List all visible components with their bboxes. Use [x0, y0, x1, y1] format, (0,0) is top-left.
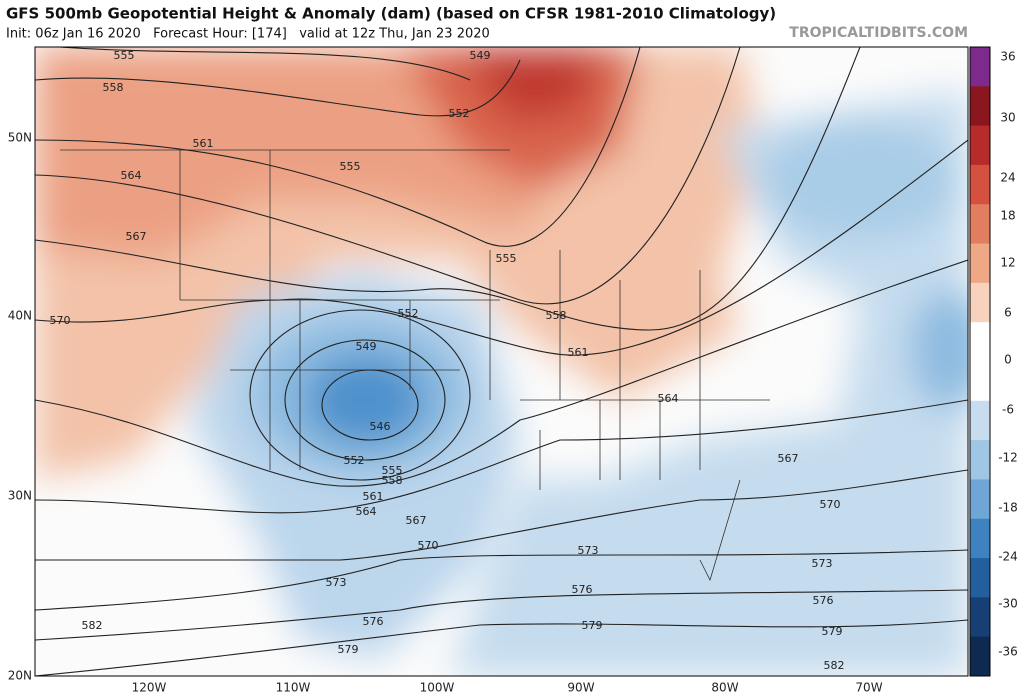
- contour-label: 564: [356, 505, 377, 518]
- contour-label: 555: [496, 252, 517, 265]
- longitude-label: 100W: [420, 681, 455, 695]
- contour-label: 561: [568, 346, 589, 359]
- colorbar-band: [970, 282, 990, 323]
- colorbar-label: -24: [998, 550, 1018, 564]
- longitude-label: 70W: [855, 681, 882, 695]
- colorbar-band: [970, 164, 990, 205]
- contour-label: 558: [382, 474, 403, 487]
- contour-label: 567: [126, 230, 147, 243]
- colorbar-label: 36: [1000, 50, 1015, 64]
- colorbar: 36 30 24 18 12 6 0 -6 -12 -18 -24 -30 -36: [969, 46, 1018, 677]
- colorbar-band: [970, 86, 990, 127]
- colorbar-label: -36: [998, 645, 1018, 659]
- colorbar-label: -6: [1002, 403, 1014, 417]
- contour-label: 561: [363, 490, 384, 503]
- colorbar-label: 0: [1004, 353, 1012, 367]
- colorbar-label: -30: [998, 597, 1018, 611]
- contour-label: 570: [820, 498, 841, 511]
- contour-label: 570: [50, 314, 71, 327]
- contour-label: 549: [356, 340, 377, 353]
- contour-label: 567: [778, 452, 799, 465]
- latitude-label: 20N: [8, 669, 32, 683]
- colorbar-label: -12: [998, 451, 1018, 465]
- contour-label: 570: [418, 539, 439, 552]
- colorbar-band: [970, 597, 990, 638]
- contour-label: 552: [398, 307, 419, 320]
- map-frame: [34, 46, 969, 677]
- contour-label: 552: [344, 454, 365, 467]
- contour-label: 558: [103, 81, 124, 94]
- contour-label: 576: [813, 594, 834, 607]
- colorbar-band: [970, 47, 990, 87]
- contour-label: 555: [114, 49, 135, 62]
- colorbar-band: [970, 400, 990, 441]
- contour-label: 564: [121, 169, 142, 182]
- colorbar-label: -18: [998, 501, 1018, 515]
- contour-label: 579: [822, 625, 843, 638]
- colorbar-label: 30: [1000, 111, 1015, 125]
- colorbar-band: [970, 204, 990, 245]
- colorbar-frame: [969, 46, 991, 677]
- latitude-label: 40N: [8, 309, 32, 323]
- longitude-label: 80W: [711, 681, 738, 695]
- colorbar-label: 18: [1000, 209, 1015, 223]
- contour-label: 555: [382, 464, 403, 477]
- colorbar-band: [970, 636, 990, 677]
- contour-label: 558: [546, 309, 567, 322]
- contour-label: 582: [82, 619, 103, 632]
- colorbar-label: 12: [1000, 256, 1015, 270]
- title: GFS 500mb Geopotential Height & Anomaly …: [6, 5, 776, 23]
- map-area: [35, 47, 968, 676]
- contour-label: 582: [824, 659, 845, 672]
- colorbar-band: [970, 518, 990, 559]
- contour-label: 573: [326, 576, 347, 589]
- longitude-label: 90W: [567, 681, 594, 695]
- contour-label: 552: [449, 107, 470, 120]
- colorbar-band: [970, 322, 990, 362]
- contour-label: 549: [470, 49, 491, 62]
- contour-label: 579: [582, 619, 603, 632]
- longitude-label: 110W: [276, 681, 311, 695]
- colorbar-band: [970, 361, 990, 402]
- contour-label: 573: [812, 557, 833, 570]
- latitude-label: 30N: [8, 489, 32, 503]
- contour-label: 567: [406, 514, 427, 527]
- colorbar-label: 6: [1004, 306, 1012, 320]
- subtitle: Init: 06z Jan 16 2020 Forecast Hour: [17…: [6, 27, 490, 42]
- contour-label: 579: [338, 643, 359, 656]
- contour-label: 555: [340, 160, 361, 173]
- contour-label: 546: [370, 420, 391, 433]
- colorbar-band: [970, 440, 990, 480]
- site-credit: TROPICALTIDBITS.COM: [789, 25, 968, 41]
- colorbar-label: 24: [1000, 171, 1015, 185]
- colorbar-band: [970, 479, 990, 520]
- contour-label: 564: [658, 392, 679, 405]
- contour-label: 576: [572, 583, 593, 596]
- colorbar-band: [970, 125, 990, 166]
- longitude-label: 120W: [132, 681, 167, 695]
- contour-label: 561: [193, 137, 214, 150]
- contour-label: 576: [363, 615, 384, 628]
- latitude-label: 50N: [8, 131, 32, 145]
- colorbar-band: [970, 558, 990, 598]
- contour-label: 573: [578, 544, 599, 557]
- colorbar-band: [970, 243, 990, 284]
